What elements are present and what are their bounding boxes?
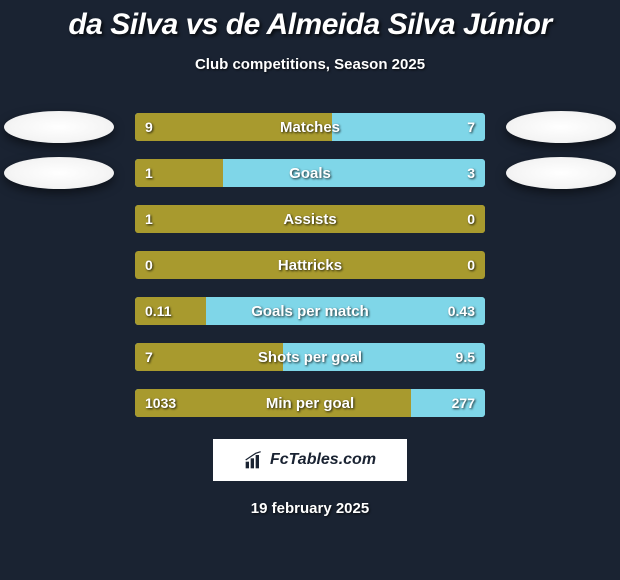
stat-bar-right-fill [411, 389, 485, 417]
chart-subtitle: Club competitions, Season 2025 [0, 56, 620, 73]
stat-bar-left-fill [135, 343, 283, 371]
stat-bar-bg [135, 251, 485, 279]
stat-bar-right-fill [332, 113, 485, 141]
stat-bar-left-fill [135, 389, 411, 417]
stat-bar-left-fill [135, 205, 485, 233]
stat-row: 1033277Min per goal [135, 389, 485, 417]
stat-row: 79.5Shots per goal [135, 343, 485, 371]
date-text: 19 february 2025 [0, 500, 620, 517]
player-right-avatar-2 [506, 157, 616, 189]
stat-row: 10Assists [135, 205, 485, 233]
stat-bar-right-fill [283, 343, 485, 371]
stat-row: 0.110.43Goals per match [135, 297, 485, 325]
chart-area: 97Matches 13Goals 10Assists 00Hattricks 0.11… [0, 111, 620, 421]
stat-row: 00Hattricks [135, 251, 485, 279]
chart-title: da Silva vs de Almeida Silva Júnior [0, 8, 620, 42]
player-left-avatar-2 [4, 157, 114, 189]
stat-bar-left-fill [135, 297, 206, 325]
player-left-avatar-1 [4, 111, 114, 143]
stat-bar-left-fill [135, 113, 332, 141]
stat-row: 13Goals [135, 159, 485, 187]
stat-bar-right-fill [206, 297, 485, 325]
chart-logo-icon [244, 450, 264, 470]
stat-bar-right-fill [223, 159, 486, 187]
player-right-avatar-1 [506, 111, 616, 143]
watermark[interactable]: FcTables.com [212, 438, 408, 482]
watermark-text: FcTables.com [270, 451, 376, 469]
stat-bar-left-fill [135, 159, 223, 187]
chart-container: da Silva vs de Almeida Silva Júnior Club… [0, 0, 620, 580]
stat-row: 97Matches [135, 113, 485, 141]
